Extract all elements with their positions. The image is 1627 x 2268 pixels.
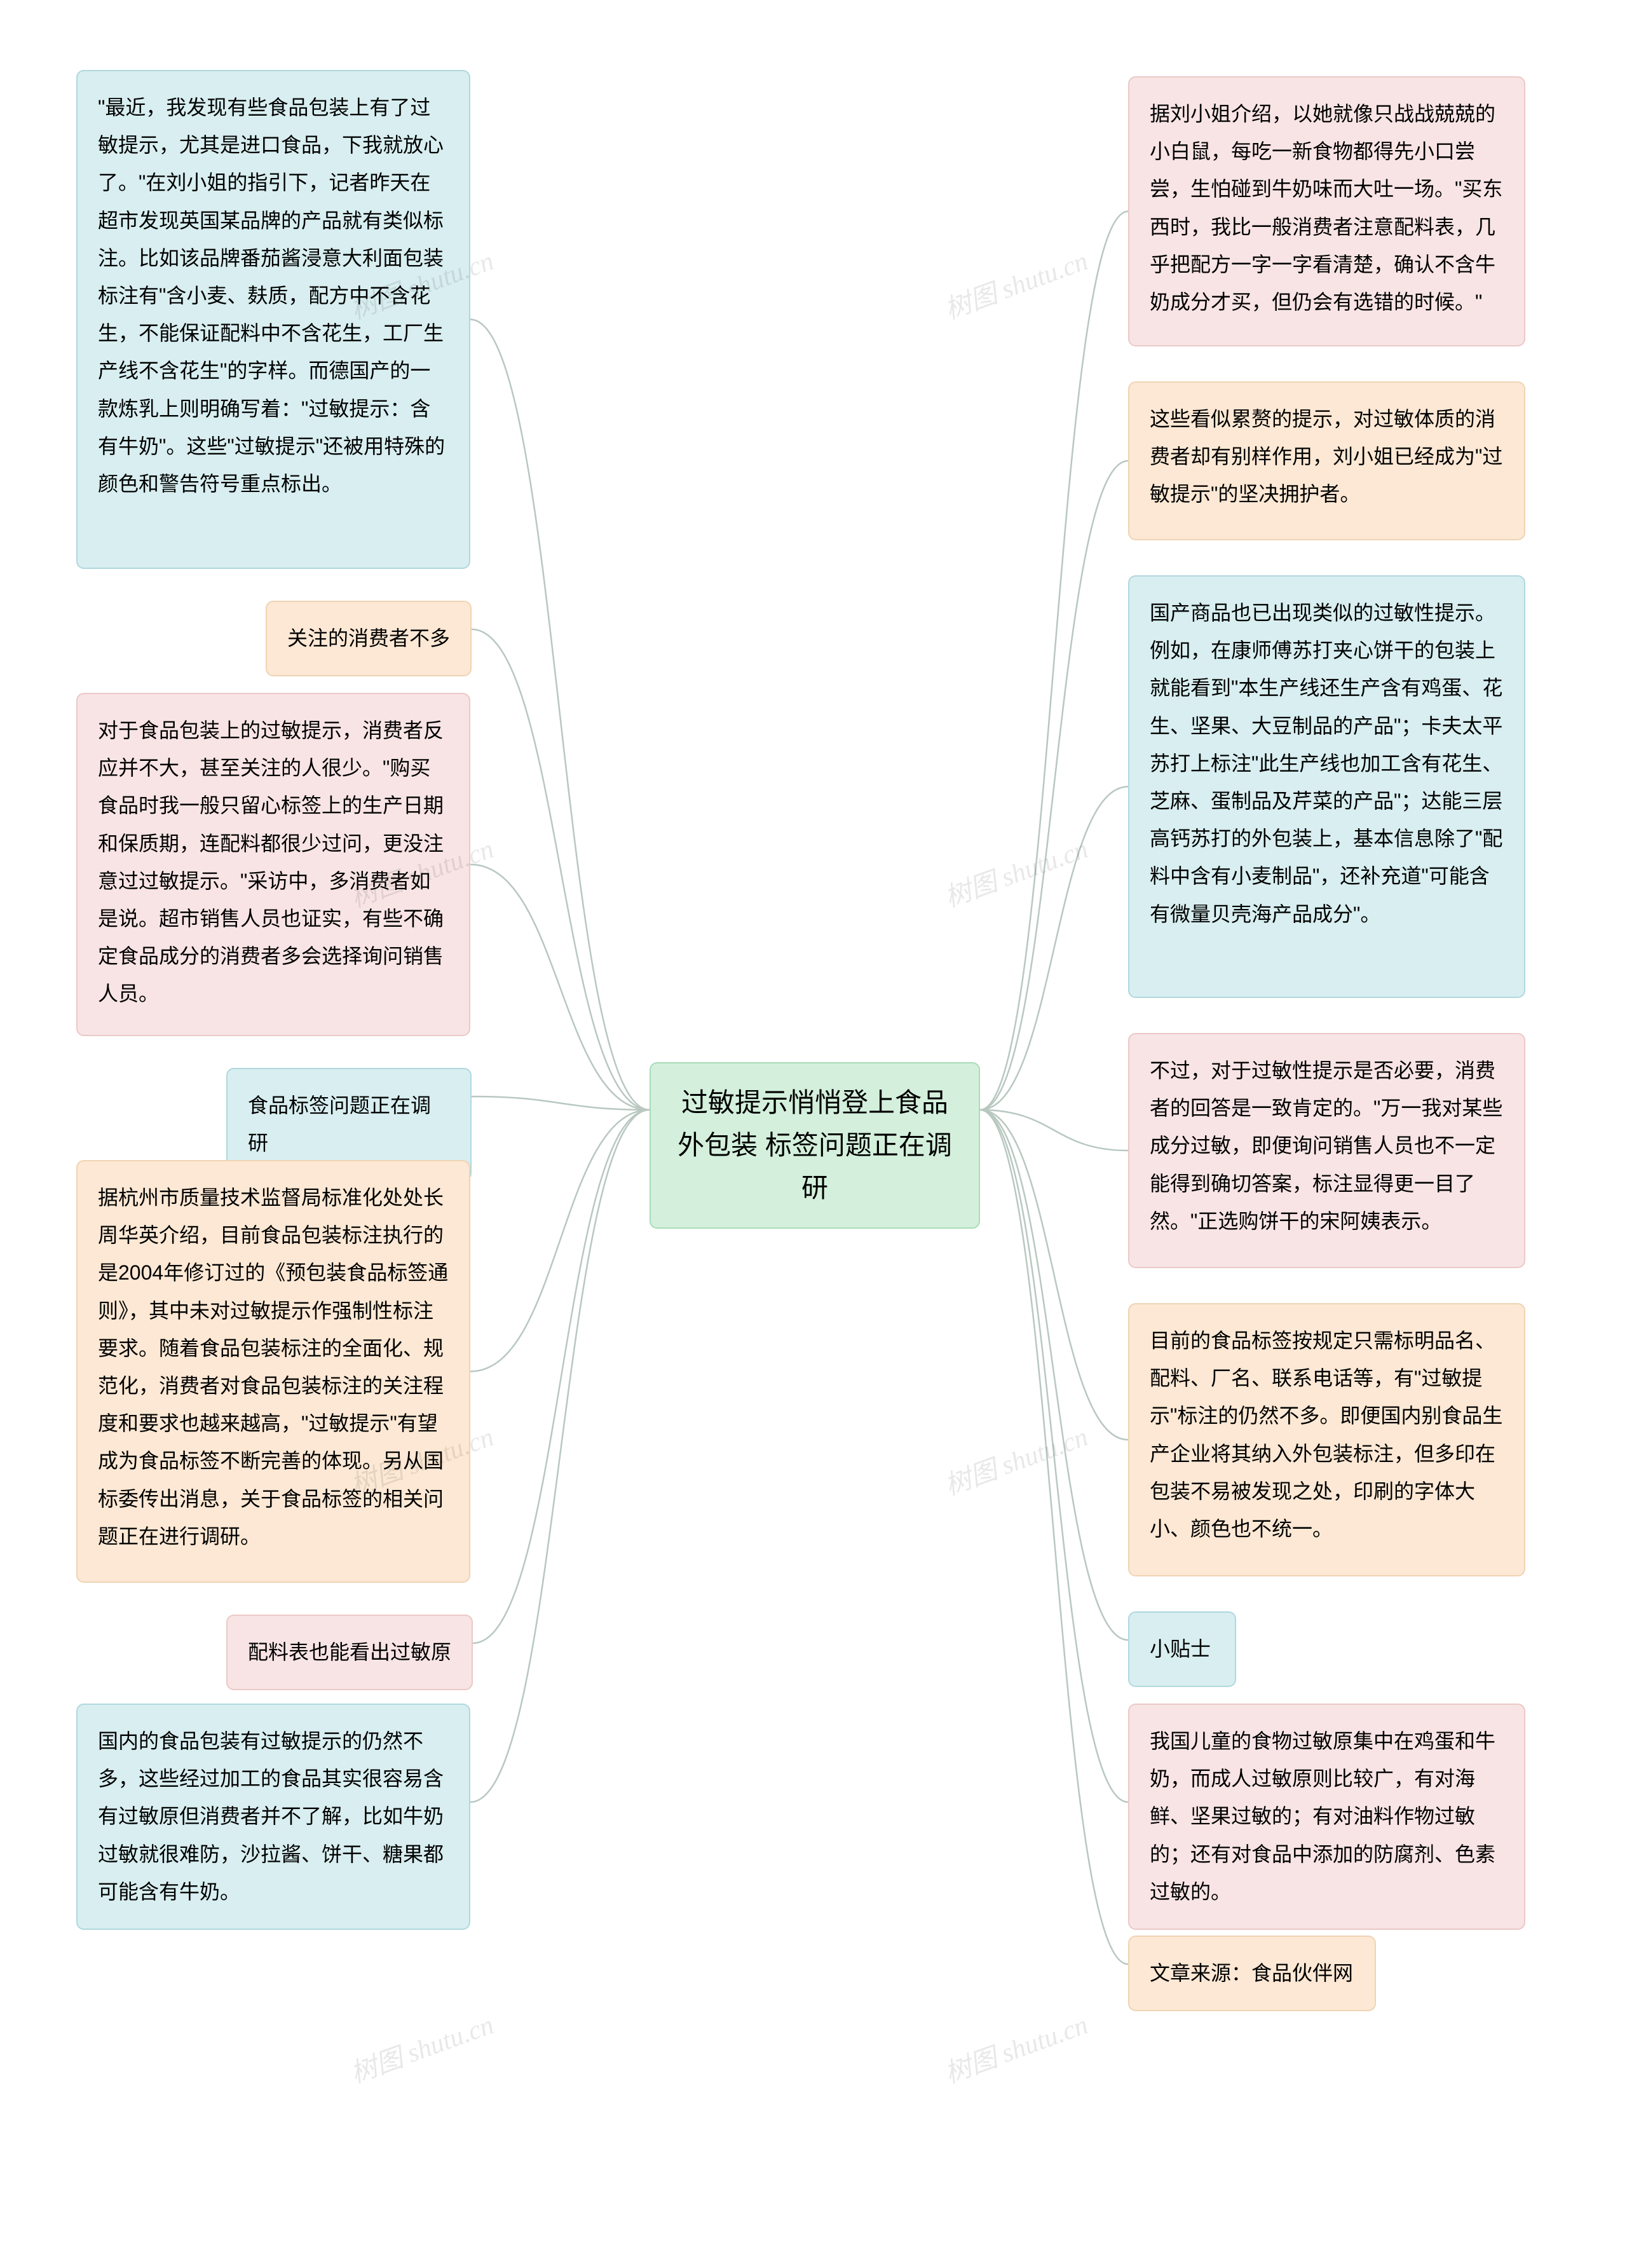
n-l5: 据杭州市质量技术监督局标准化处处长周华英介绍，目前食品包装标注执行的是2004年… (76, 1160, 470, 1583)
n-l3: 对于食品包装上的过敏提示，消费者反应并不大，甚至关注的人很少。"购买食品时我一般… (76, 693, 470, 1036)
node-text: 目前的食品标签按规定只需标明品名、配料、厂名、联系电话等，有"过敏提示"标注的仍… (1150, 1329, 1502, 1540)
node-text: 小贴士 (1150, 1637, 1211, 1660)
node-text: 对于食品包装上的过敏提示，消费者反应并不大，甚至关注的人很少。"购买食品时我一般… (98, 719, 444, 1005)
watermark: 树图 shutu.cn (344, 2004, 498, 2091)
n-r1: 据刘小姐介绍，以她就像只战战兢兢的小白鼠，每吃一新食物都得先小口尝尝，生怕碰到牛… (1128, 76, 1525, 346)
n-l2: 关注的消费者不多 (266, 601, 472, 676)
n-r3: 国产商品也已出现类似的过敏性提示。例如，在康师傅苏打夹心饼干的包装上就能看到"本… (1128, 575, 1525, 998)
mindmap-canvas: 过敏提示悄悄登上食品外包装 标签问题正在调研 "最近，我发现有些食品包装上有了过敏… (0, 0, 1627, 2268)
n-l1: "最近，我发现有些食品包装上有了过敏提示，尤其是进口食品，下我就放心了。"在刘小… (76, 70, 470, 569)
n-r2: 这些看似累赘的提示，对过敏体质的消费者却有别样作用，刘小姐已经成为"过敏提示"的… (1128, 381, 1525, 540)
n-r6: 小贴士 (1128, 1611, 1236, 1687)
node-text: 国内的食品包装有过敏提示的仍然不多，这些经过加工的食品其实很容易含有过敏原但消费… (98, 1730, 444, 1903)
node-text: "最近，我发现有些食品包装上有了过敏提示，尤其是进口食品，下我就放心了。"在刘小… (98, 96, 445, 495)
watermark: 树图 shutu.cn (939, 828, 1093, 915)
watermark: 树图 shutu.cn (939, 240, 1093, 327)
node-text: 我国儿童的食物过敏原集中在鸡蛋和牛奶，而成人过敏原则比较广，有对海鲜、坚果过敏的… (1150, 1730, 1495, 1903)
n-l7: 国内的食品包装有过敏提示的仍然不多，这些经过加工的食品其实很容易含有过敏原但消费… (76, 1704, 470, 1930)
n-r5: 目前的食品标签按规定只需标明品名、配料、厂名、联系电话等，有"过敏提示"标注的仍… (1128, 1303, 1525, 1576)
watermark: 树图 shutu.cn (939, 1416, 1093, 1503)
watermark: 树图 shutu.cn (939, 2004, 1093, 2091)
n-r8: 文章来源：食品伙伴网 (1128, 1936, 1376, 2011)
node-text: 这些看似累赘的提示，对过敏体质的消费者却有别样作用，刘小姐已经成为"过敏提示"的… (1150, 407, 1502, 505)
node-text: 过敏提示悄悄登上食品外包装 标签问题正在调研 (677, 1088, 952, 1203)
n-r7: 我国儿童的食物过敏原集中在鸡蛋和牛奶，而成人过敏原则比较广，有对海鲜、坚果过敏的… (1128, 1704, 1525, 1930)
n-l6: 配料表也能看出过敏原 (226, 1615, 473, 1690)
node-text: 食品标签问题正在调研 (248, 1094, 431, 1154)
node-text: 文章来源：食品伙伴网 (1150, 1962, 1353, 1984)
node-text: 不过，对于过敏性提示是否必要，消费者的回答是一致肯定的。"万一我对某些成分过敏，… (1150, 1059, 1502, 1233)
node-text: 配料表也能看出过敏原 (248, 1641, 451, 1663)
center-node: 过敏提示悄悄登上食品外包装 标签问题正在调研 (650, 1062, 980, 1229)
node-text: 国产商品也已出现类似的过敏性提示。例如，在康师傅苏打夹心饼干的包装上就能看到"本… (1150, 601, 1502, 926)
node-text: 据杭州市质量技术监督局标准化处处长周华英介绍，目前食品包装标注执行的是2004年… (98, 1186, 448, 1548)
node-text: 关注的消费者不多 (287, 627, 450, 650)
n-r4: 不过，对于过敏性提示是否必要，消费者的回答是一致肯定的。"万一我对某些成分过敏，… (1128, 1033, 1525, 1268)
node-text: 据刘小姐介绍，以她就像只战战兢兢的小白鼠，每吃一新食物都得先小口尝尝，生怕碰到牛… (1150, 102, 1502, 313)
